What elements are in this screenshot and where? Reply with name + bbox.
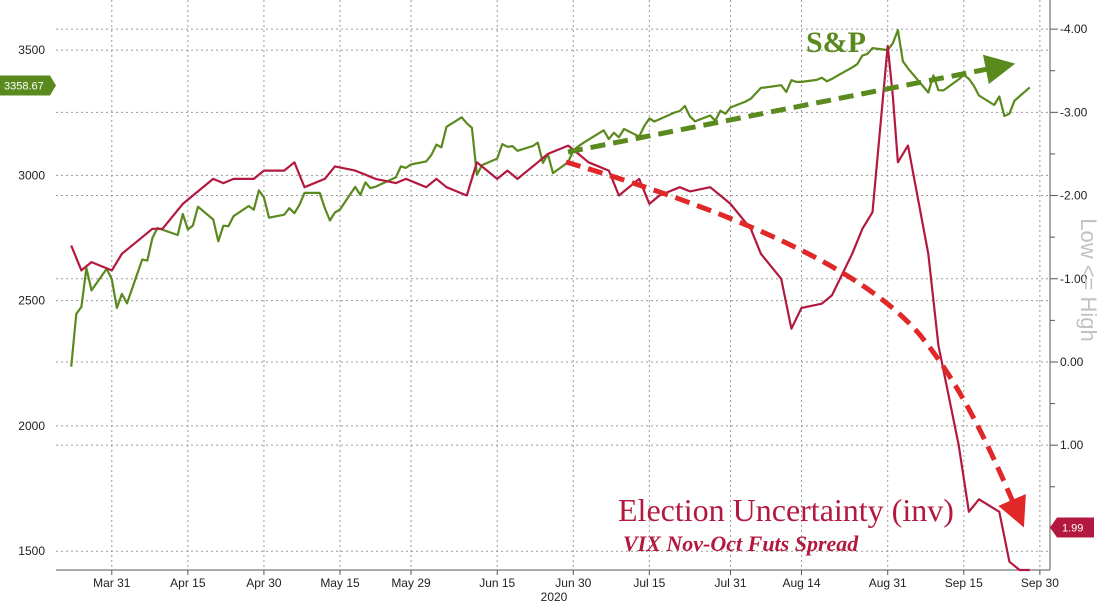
annotation-vix-spread: VIX Nov-Oct Futs Spread <box>623 531 859 556</box>
axes <box>56 0 1051 571</box>
right-tick-label: -1.00 <box>1060 272 1088 286</box>
x-tick-label: Apr 30 <box>246 576 282 590</box>
left-tick-label: 1500 <box>18 544 45 558</box>
series-line-sp <box>70 29 1031 367</box>
left-tick-label: 2000 <box>18 419 45 433</box>
x-tick-label: May 29 <box>391 576 431 590</box>
sp-last-value: 3358.67 <box>4 81 44 93</box>
right-tick-label: -4.00 <box>1060 22 1088 36</box>
right-axis-ticks: -4.00 -3.00 -2.00 -1.00 0.00 1.00 <box>1050 22 1088 488</box>
x-tick-label: Sep 15 <box>945 576 983 590</box>
left-tick-label: 2500 <box>18 294 45 308</box>
left-tick-label: 3500 <box>18 43 45 57</box>
annotation-election-uncertainty: Election Uncertainty (inv) <box>618 492 954 528</box>
sp-trend-arrow <box>567 54 1016 155</box>
uncertainty-trend-arrow <box>565 159 1026 528</box>
left-tick-label: 3000 <box>18 168 45 182</box>
left-axis-ticks: 3500 3000 2500 2000 1500 <box>18 43 45 558</box>
x-tick-label: Apr 15 <box>170 576 206 590</box>
last-value-badge-election-uncertainty: 1.99 <box>1050 517 1094 538</box>
x-axis-ticks: Mar 31 Apr 15 Apr 30 May 15 May 29 Jun 15 Jun … <box>93 570 1059 590</box>
trend-arrows <box>565 54 1026 528</box>
x-tick-label: Sep 30 <box>1021 576 1059 590</box>
x-tick-label: May 15 <box>320 576 360 590</box>
right-tick-label: 1.00 <box>1060 438 1084 452</box>
right-tick-label: -2.00 <box>1060 189 1088 203</box>
year-label: 2020 <box>541 590 568 604</box>
x-tick-label: Jun 15 <box>479 576 515 590</box>
last-value-badge-sp: 3358.67 <box>0 75 56 96</box>
x-tick-label: Jul 31 <box>714 576 746 590</box>
annotation-sp: S&P <box>806 26 866 59</box>
right-axis-label: Low <= High <box>1076 218 1098 342</box>
x-tick-label: Jun 30 <box>555 576 591 590</box>
right-tick-label: -3.00 <box>1060 105 1088 119</box>
election-uncertainty-last-value: 1.99 <box>1062 523 1083 535</box>
x-tick-label: Aug 31 <box>869 576 907 590</box>
right-tick-label: 0.00 <box>1060 355 1084 369</box>
x-tick-label: Jul 15 <box>633 576 665 590</box>
x-tick-label: Mar 31 <box>93 576 131 590</box>
x-tick-label: Aug 14 <box>782 576 820 590</box>
grid <box>56 0 1050 570</box>
